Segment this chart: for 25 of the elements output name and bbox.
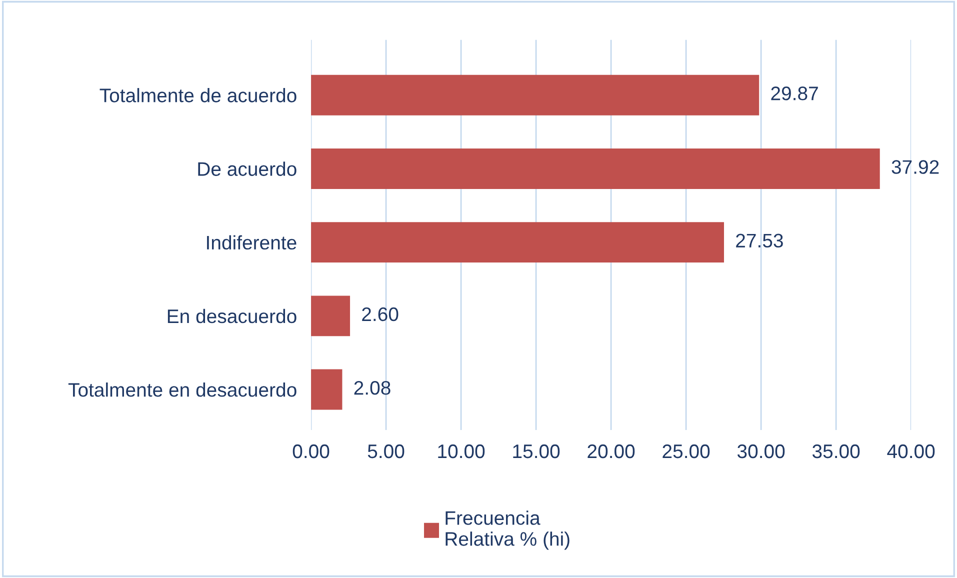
bar: [311, 222, 724, 263]
text: 2.60: [362, 307, 398, 322]
x-tick-label: 10.00: [438, 444, 485, 458]
x-tick-label: 30.00: [737, 444, 785, 458]
text: 2.08: [354, 380, 390, 395]
bar: [311, 148, 880, 189]
legend-label: Frecuencia Relativa % (hi): [446, 510, 570, 550]
text: 27.53: [736, 234, 783, 248]
text: 29.87: [771, 86, 818, 100]
y-tick-label: Totalmente en desacuerdo: [68, 382, 296, 397]
text: 37.92: [892, 160, 939, 174]
bar: [311, 296, 350, 336]
x-tick-label: 5.00: [368, 444, 404, 458]
y-tick-label: En desacuerdo: [168, 308, 296, 324]
bar: [311, 369, 342, 410]
y-tick-label: De acuerdo: [198, 162, 296, 176]
bar: [311, 74, 760, 116]
y-tick-label: Indiferente: [207, 235, 296, 250]
x-tick-label: 15.00: [513, 444, 560, 458]
x-tick-label: 20.00: [588, 444, 635, 458]
x-tick-label: 25.00: [662, 444, 710, 458]
y-tick-label: Totalmente de acuerdo: [100, 88, 296, 102]
x-tick-label: 35.00: [812, 444, 860, 458]
x-tick-label: 0.00: [292, 444, 330, 458]
x-tick-label: 40.00: [887, 444, 935, 458]
